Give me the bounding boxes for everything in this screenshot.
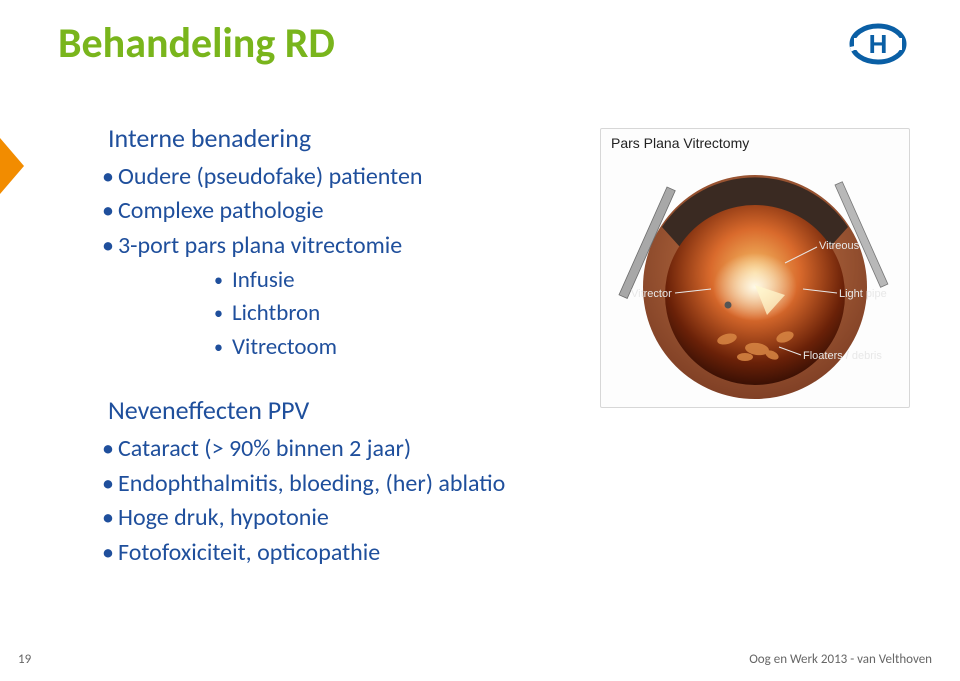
brand-logo: H: [846, 20, 910, 68]
label-vitreous: Vitreous: [819, 240, 860, 252]
sub-bullet-item: Lichtbron: [228, 297, 538, 330]
footer-text: Oog en Werk 2013 - van Velthoven: [749, 652, 932, 667]
label-floaters: Floaters / debris: [803, 350, 882, 362]
eye-illustration: Vitreous Vitrector Light pipe Floaters /…: [607, 157, 903, 401]
logo-letter: H: [869, 29, 888, 59]
bullet-item: Oudere (pseudofake) patienten: [108, 160, 538, 195]
bullet-item: Fotofoxiciteit, opticopathie: [108, 536, 538, 571]
slide: Behandeling RD H Interne benadering Oude…: [0, 0, 960, 681]
slide-title: Behandeling RD: [58, 18, 335, 69]
section-heading-2: Neveneffecten PPV: [108, 392, 538, 430]
content-column: Interne benadering Oudere (pseudofake) p…: [108, 120, 538, 571]
page-number: 19: [18, 652, 31, 667]
bullet-item: Cataract (> 90% binnen 2 jaar): [108, 432, 538, 467]
sub-bullet-item: Infusie: [228, 264, 538, 297]
section-heading-1: Interne benadering: [108, 120, 538, 158]
bullet-item: 3-port pars plana vitrectomie: [108, 229, 538, 264]
sub-bullet-item: Vitrectoom: [228, 331, 538, 364]
bullet-item: Complexe pathologie: [108, 194, 538, 229]
diagram-pars-plana: Pars Plana Vitrectomy: [600, 128, 910, 408]
bullet-item: Endophthalmitis, bloeding, (her) ablatio: [108, 467, 538, 502]
label-lightpipe: Light pipe: [839, 288, 887, 300]
diagram-title: Pars Plana Vitrectomy: [611, 135, 903, 151]
bullet-item: Hoge druk, hypotonie: [108, 501, 538, 536]
label-vitrector: Vitrector: [631, 288, 672, 300]
accent-triangle: [0, 138, 24, 194]
